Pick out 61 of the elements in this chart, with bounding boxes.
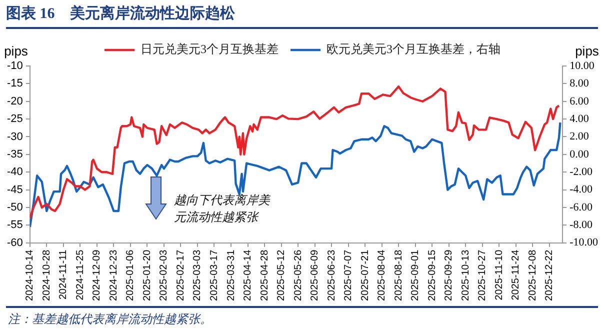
legend-label: 欧元兑美元3个月互换基差，右轴 [326, 42, 500, 56]
x-tick-label: 2025-08-18 [393, 249, 404, 302]
x-tick-label: 2025-12-08 [527, 249, 538, 302]
text: 注：基差越低代表离岸流动性越紧张。 [8, 311, 212, 328]
y2-tick-label: 6.00 [570, 95, 590, 108]
x-tick-label: 2025-09-29 [444, 249, 455, 302]
y2-tick-label: 2.00 [570, 130, 590, 143]
y-tick-label: -45 [6, 184, 23, 196]
x-tick-label: 2025-03-31 [226, 249, 237, 302]
x-tick-label: 2025-09-01 [410, 249, 422, 302]
y-tick-label: -55 [6, 219, 23, 232]
x-tick-label: 2025-12-22 [544, 249, 556, 302]
x-tick-label: 2025-08-04 [376, 249, 388, 302]
x-tick-label: 2024-12-09 [92, 249, 103, 302]
x-tick-label: 2024-11-11 [58, 249, 70, 300]
x-tick-label: 2024-12-23 [108, 249, 120, 302]
y2-tick-label: 10.00 [570, 60, 595, 72]
y-tick-label: -30 [6, 130, 23, 143]
y-tick-label: -20 [6, 95, 23, 108]
y2-tick-label: -2.00 [570, 166, 593, 178]
annotation: 越向下代表离岸美元流动性越紧张 [174, 192, 270, 226]
x-tick-label: 2025-06-09 [310, 249, 321, 302]
y-axis-title: pips [4, 44, 28, 59]
y-tick-label: -60 [6, 236, 23, 249]
x-tick-label: 2025-07-07 [343, 249, 354, 302]
y-tick-label: -40 [6, 166, 23, 178]
y-tick-label: -50 [6, 202, 23, 214]
x-tick-label: 2025-02-17 [175, 249, 186, 302]
x-tick-label: 2025-11-10 [494, 249, 505, 300]
y-tick-label: -10 [6, 60, 23, 72]
x-tick-label: 2025-06-23 [326, 249, 338, 302]
x-tick-label: 2025-03-03 [192, 249, 204, 302]
legend-label: 日元兑美元3个月互换基差 [140, 42, 278, 56]
y2-tick-label: -10.00 [570, 236, 598, 249]
x-tick-label: 2025-03-17 [208, 249, 220, 302]
x-tick-label: 2025-01-06 [125, 249, 136, 302]
x-tick-label: 2024-10-28 [41, 249, 52, 302]
y2-tick-label: -4.00 [570, 184, 593, 196]
y2-tick-label: 8.00 [570, 78, 590, 90]
x-tick-label: 2025-10-13 [460, 249, 472, 302]
x-tick-label: 2025-11-24 [510, 249, 522, 300]
x-tick-label: 2025-01-20 [142, 249, 153, 302]
y2-tick-label: 0.00 [570, 148, 590, 160]
x-tick-label: 2025-02-03 [158, 249, 170, 302]
y2-tick-label: -8.00 [570, 219, 593, 232]
x-tick-label: 2025-09-15 [426, 249, 438, 302]
y2-tick-label: 4.00 [570, 112, 590, 125]
y2-tick-label: -6.00 [570, 201, 593, 214]
x-tick-label: 2025-04-28 [259, 249, 270, 302]
x-tick-label: 2024-10-14 [24, 249, 36, 302]
x-tick-label: 2025-05-26 [292, 249, 304, 302]
chart-title: 图表 16 美元离岸流动性边际趋松 [6, 4, 235, 23]
x-tick-label: 2025-05-12 [276, 249, 288, 302]
y-tick-label: -35 [6, 148, 23, 160]
x-tick-label: 2024-11-25 [74, 249, 86, 300]
y-tick-label: -25 [6, 113, 23, 126]
y2-axis-title: pips [575, 44, 600, 59]
x-tick-label: 2025-04-14 [242, 249, 254, 302]
y-tick-label: -15 [6, 78, 23, 90]
x-tick-label: 2025-10-27 [477, 249, 488, 302]
x-tick-label: 2025-07-21 [360, 249, 371, 302]
